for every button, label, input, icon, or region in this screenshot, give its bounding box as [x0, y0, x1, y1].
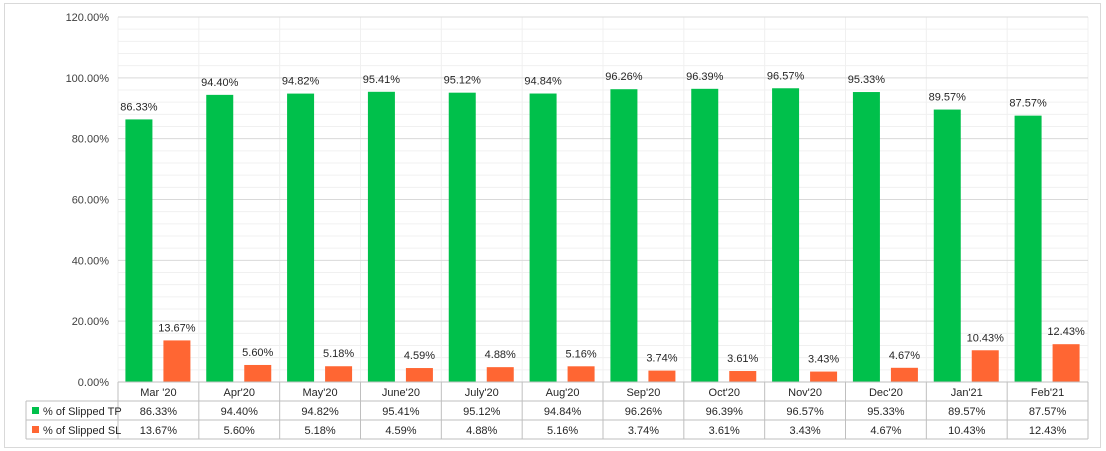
data-label-tp: 94.84% [524, 76, 562, 88]
data-label-sl: 5.60% [242, 347, 273, 359]
table-cell-value: 96.57% [786, 406, 824, 418]
x-category-label: Oct'20 [709, 387, 740, 399]
legend-series-name: % of Slipped TP [43, 406, 122, 418]
table-cell-value: 95.12% [463, 406, 501, 418]
bar-slipped-tp [933, 109, 961, 382]
legend-swatch [32, 426, 39, 433]
bar-slipped-sl [648, 370, 676, 382]
bar-slipped-sl [486, 367, 514, 382]
bar-slipped-sl [810, 371, 838, 382]
y-tick-label: 40.00% [72, 255, 110, 267]
data-label-tp: 95.33% [848, 74, 886, 86]
y-tick-label: 80.00% [72, 134, 110, 146]
y-tick-label: 100.00% [66, 73, 110, 85]
bar-chart: 0.00% 20.00% 40.00% 60.00% 80.00% 100.00% 120.… [25, 12, 1089, 440]
table-cell-value: 5.18% [304, 425, 335, 437]
data-label-sl: 12.43% [1047, 326, 1085, 338]
data-label-sl: 3.43% [808, 354, 839, 366]
data-label-sl: 4.59% [404, 350, 435, 362]
bar-slipped-sl [163, 340, 191, 382]
x-category-label: Jan'21 [951, 387, 983, 399]
bar-slipped-tp [367, 91, 395, 382]
table-cell-value: 3.43% [789, 425, 820, 437]
data-label-tp: 96.39% [686, 71, 724, 83]
bar-slipped-sl [890, 367, 918, 382]
table-cell-value: 4.59% [385, 425, 416, 437]
bar-slipped-sl [244, 364, 272, 382]
data-label-tp: 96.26% [605, 71, 643, 83]
y-tick-label: 0.00% [78, 377, 109, 389]
table-cell-value: 86.33% [140, 406, 178, 418]
table-cell-value: 89.57% [948, 406, 986, 418]
legend-series-name: % of Slipped SL [43, 425, 121, 437]
table-cell-value: 10.43% [948, 425, 986, 437]
x-category-label: Apr'20 [224, 387, 255, 399]
bar-slipped-sl [729, 371, 757, 382]
x-category-label: Mar '20 [140, 387, 176, 399]
bar-slipped-tp [610, 89, 638, 382]
x-category-label: Dec'20 [869, 387, 903, 399]
bar-slipped-sl [405, 368, 433, 382]
bar-slipped-sl [971, 350, 999, 382]
legend-swatch [32, 407, 39, 414]
table-cell-value: 87.57% [1029, 406, 1067, 418]
bar-slipped-tp [772, 88, 800, 383]
data-label-sl: 13.67% [158, 322, 196, 334]
table-cell-value: 94.84% [544, 406, 582, 418]
x-category-label: June'20 [382, 387, 420, 399]
data-label-sl: 4.88% [485, 349, 516, 361]
table-cell-value: 3.61% [709, 425, 740, 437]
bar-slipped-sl [567, 366, 595, 382]
x-category-label: Feb'21 [1031, 387, 1064, 399]
data-label-tp: 95.12% [444, 75, 482, 87]
x-category-label: May'20 [303, 387, 338, 399]
bar-slipped-sl [325, 366, 353, 382]
y-tick-label: 120.00% [66, 12, 110, 24]
data-label-sl: 5.16% [565, 348, 596, 360]
data-label-tp: 94.40% [201, 77, 239, 89]
bar-slipped-tp [529, 93, 557, 383]
x-category-label: Aug'20 [546, 387, 580, 399]
table-cell-value: 94.40% [221, 406, 259, 418]
table-cell-value: 96.39% [706, 406, 744, 418]
y-tick-label: 20.00% [72, 316, 110, 328]
bar-slipped-tp [691, 88, 719, 382]
table-cell-value: 96.26% [625, 406, 663, 418]
bar-slipped-tp [125, 119, 153, 383]
bar-slipped-tp [448, 92, 476, 382]
y-tick-label: 60.00% [72, 195, 110, 207]
table-cell-value: 95.33% [867, 406, 905, 418]
x-category-label: Nov'20 [788, 387, 822, 399]
data-label-sl: 3.74% [646, 353, 677, 365]
table-cell-value: 95.41% [382, 406, 420, 418]
data-label-tp: 87.57% [1009, 98, 1047, 110]
bar-slipped-tp [1014, 115, 1042, 383]
table-cell-value: 13.67% [140, 425, 178, 437]
x-category-label: July'20 [465, 387, 499, 399]
table-cell-value: 94.82% [301, 406, 339, 418]
x-category-label: Sep'20 [626, 387, 660, 399]
table-cell-value: 5.16% [547, 425, 578, 437]
data-label-tp: 96.57% [767, 70, 805, 82]
data-label-sl: 5.18% [323, 348, 354, 360]
bar-slipped-tp [206, 94, 234, 382]
table-cell-value: 4.67% [870, 425, 901, 437]
table-cell-value: 3.74% [628, 425, 659, 437]
data-label-sl: 10.43% [967, 332, 1005, 344]
data-label-tp: 86.33% [120, 101, 158, 113]
table-cell-value: 4.88% [466, 425, 497, 437]
chart-frame: 0.00% 20.00% 40.00% 60.00% 80.00% 100.00% 120.… [4, 3, 1101, 448]
table-cell-value: 12.43% [1029, 425, 1067, 437]
data-label-tp: 95.41% [363, 74, 401, 86]
data-label-sl: 3.61% [727, 353, 758, 365]
bar-slipped-tp [287, 93, 315, 382]
bar-slipped-sl [1052, 344, 1080, 382]
data-label-tp: 94.82% [282, 76, 320, 88]
table-cell-value: 5.60% [224, 425, 255, 437]
data-label-sl: 4.67% [889, 350, 920, 362]
bar-slipped-tp [852, 92, 880, 383]
data-label-tp: 89.57% [929, 92, 967, 104]
